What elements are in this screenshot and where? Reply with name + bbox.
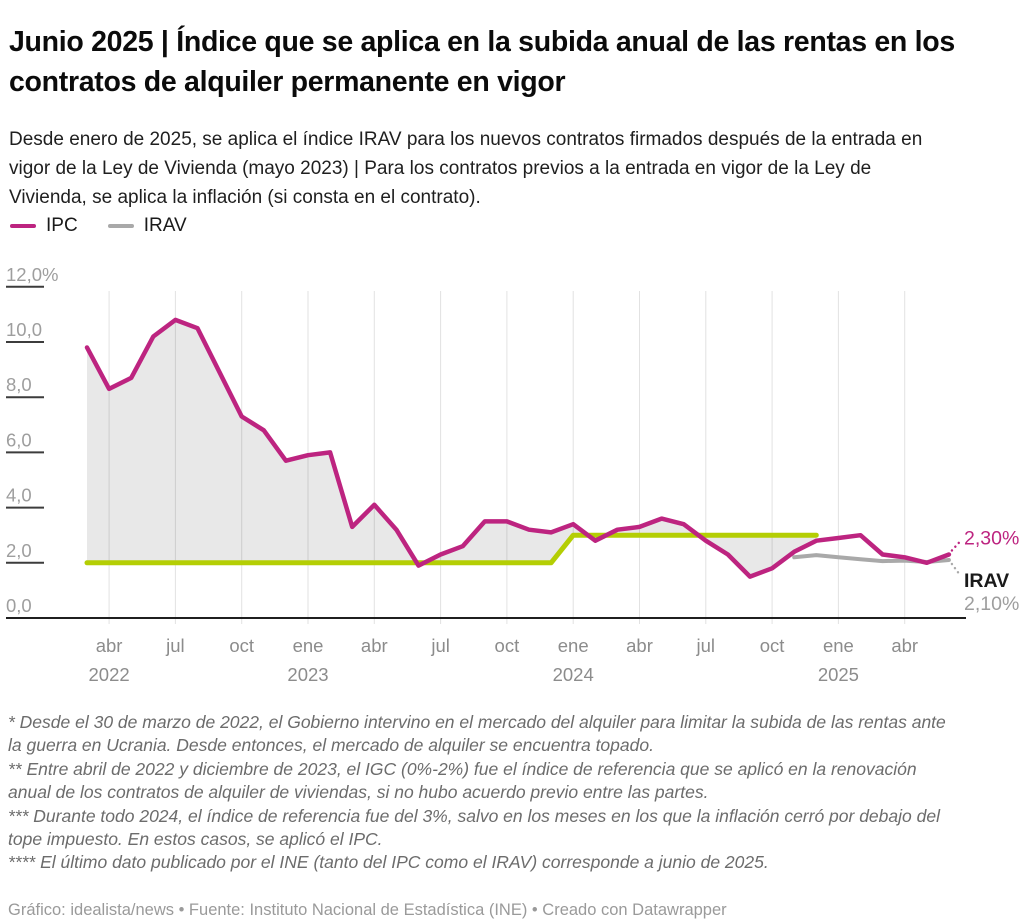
ipc-line-swatch <box>10 223 36 229</box>
irav-line-swatch <box>107 223 134 229</box>
source-line: Gráfico: idealista/news • Fuente: Instit… <box>8 900 727 919</box>
svg-text:12,0%: 12,0% <box>6 264 58 285</box>
ipc-cap-area <box>87 319 817 577</box>
legend-label-irav: IRAV <box>143 215 187 236</box>
irav-end-value: 2,10% <box>964 593 1019 615</box>
svg-text:jul: jul <box>165 635 185 656</box>
line-chart-svg: 0,0 2,0 4,0 6,0 8,0 10,0 12,0% abr 2022 jul oct ene… <box>6 264 1019 685</box>
svg-text:ene: ene <box>558 635 589 656</box>
legend-item-irav: IRAV <box>107 215 187 237</box>
ipc-leader <box>950 540 962 552</box>
svg-text:4,0: 4,0 <box>6 485 32 506</box>
svg-text:10,0: 10,0 <box>6 319 42 340</box>
chart-legend: IPC IRAV <box>10 215 187 237</box>
gridlines <box>108 291 906 624</box>
x-axis-labels: abr 2022 jul oct ene 2023 abr jul oct ene 2024 abr j… <box>89 635 919 685</box>
svg-text:8,0: 8,0 <box>6 374 32 395</box>
irav-end-title: IRAV <box>964 570 1009 592</box>
ipc-line <box>84 317 952 579</box>
svg-text:jul: jul <box>696 635 716 656</box>
page-title: Junio 2025 | Índice que se aplica en la … <box>9 26 955 99</box>
svg-text:ene: ene <box>293 635 324 656</box>
y-axis: 0,0 2,0 4,0 6,0 8,0 10,0 12,0% <box>6 264 58 616</box>
svg-text:6,0: 6,0 <box>6 429 32 450</box>
svg-text:abr: abr <box>891 635 918 656</box>
svg-text:ene: ene <box>823 635 854 656</box>
footnote: ** Entre abril de 2022 y diciembre de 20… <box>8 758 917 803</box>
svg-text:2022: 2022 <box>89 664 130 685</box>
chart-description: Desde enero de 2025, se aplica el índice… <box>9 129 923 208</box>
footnotes: * Desde el 30 de marzo de 2022, el Gobie… <box>8 711 963 875</box>
svg-text:2,0: 2,0 <box>6 540 32 561</box>
footnote: *** Durante todo 2024, el índice de refe… <box>8 805 940 850</box>
svg-text:oct: oct <box>229 635 254 656</box>
svg-text:abr: abr <box>96 635 123 656</box>
legend-label-ipc: IPC <box>46 215 78 236</box>
svg-text:2024: 2024 <box>553 664 594 685</box>
svg-text:abr: abr <box>361 635 388 656</box>
ipc-end-label: 2,30% <box>964 528 1019 550</box>
svg-text:oct: oct <box>760 635 785 656</box>
svg-text:abr: abr <box>626 635 653 656</box>
footnote: **** El último dato publicado por el INE… <box>8 852 769 873</box>
svg-text:jul: jul <box>430 635 450 656</box>
svg-text:oct: oct <box>495 635 520 656</box>
footnote: * Desde el 30 de marzo de 2022, el Gobie… <box>8 712 946 756</box>
svg-text:2023: 2023 <box>287 664 328 685</box>
svg-text:0,0: 0,0 <box>6 595 32 616</box>
irav-leader <box>950 562 962 577</box>
legend-item-ipc: IPC <box>10 215 78 237</box>
svg-text:2025: 2025 <box>818 664 859 685</box>
